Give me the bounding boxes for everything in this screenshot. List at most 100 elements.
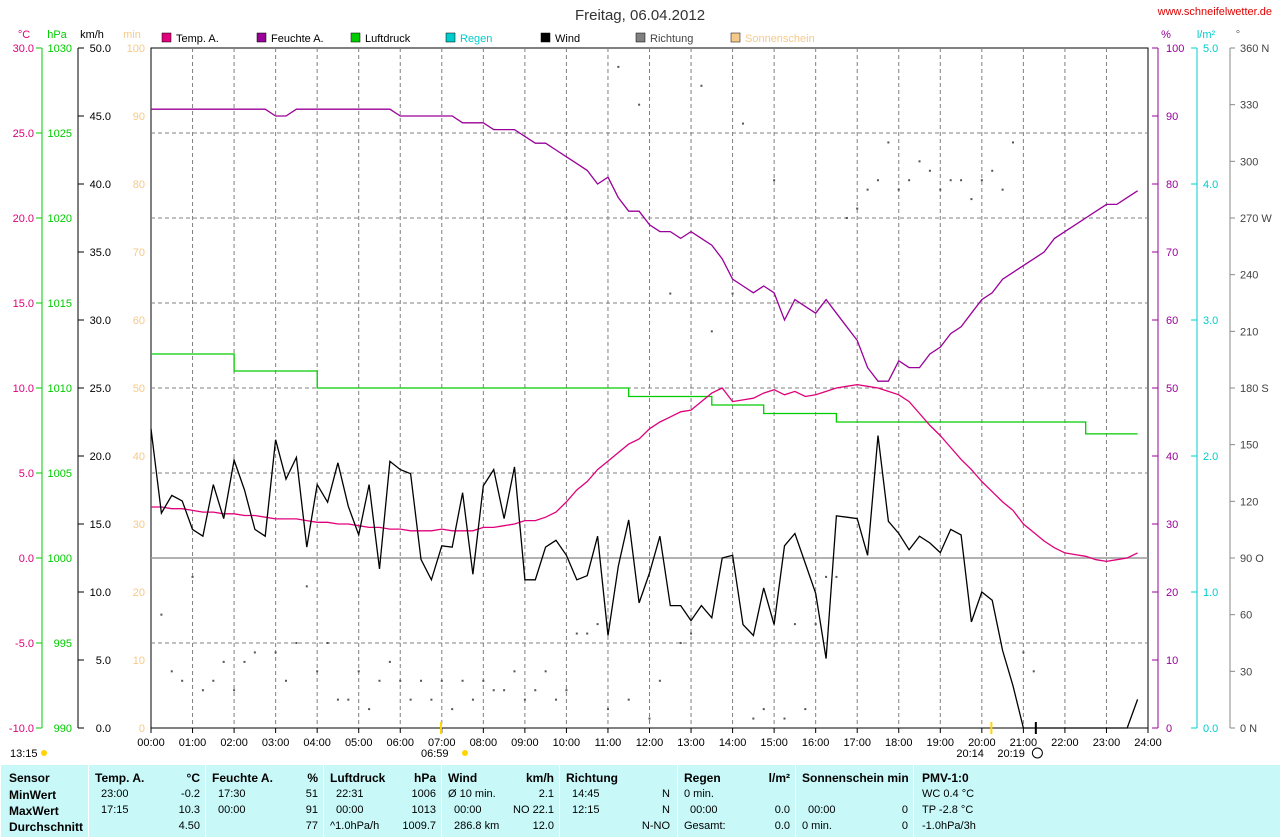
- stats-col-pressure: Luftdruck hPa 22:31 00:00 ^1.0hPa/h 1006…: [323, 765, 442, 837]
- pmv-pressure-trend: -1.0hPa/3h: [922, 820, 976, 832]
- legend-label: Feuchte A.: [271, 33, 324, 45]
- humidity-tick: 10: [1166, 655, 1178, 667]
- direction-point: [181, 679, 184, 682]
- temp-tick: 15.0: [13, 298, 34, 310]
- direction-point: [295, 642, 298, 644]
- time-tick: 15:00: [760, 737, 788, 749]
- sun-tick: 20: [133, 587, 145, 599]
- stats-header-wind: Wind: [448, 771, 478, 785]
- direction-point: [939, 188, 942, 191]
- axis-units: °C hPa km/h min% l/m² °: [18, 29, 1240, 41]
- temp-unit: °C: [18, 29, 30, 41]
- temp-avg-val: 4.50: [178, 820, 200, 832]
- pressure-tick: 1020: [48, 213, 72, 225]
- legend-label: Richtung: [650, 33, 693, 45]
- time-tick: 12:00: [636, 737, 664, 749]
- press-trend: ^1.0hPa/h: [330, 820, 380, 832]
- temp-tick: -10.0: [9, 723, 34, 735]
- legend-swatch: [635, 32, 646, 43]
- direction-point: [336, 698, 339, 701]
- wind-distance: 286.8 km: [454, 820, 500, 832]
- sun-tick: 70: [133, 247, 145, 259]
- direction-point: [440, 679, 443, 682]
- direction-point: [222, 660, 225, 663]
- direction-point: [606, 708, 609, 711]
- direction-point: [887, 141, 890, 144]
- direction-point: [866, 188, 869, 191]
- direction-point: [285, 679, 288, 682]
- direction-point: [451, 708, 454, 711]
- direction-point: [160, 613, 163, 616]
- direction-point: [845, 217, 848, 219]
- temp-tick: 10.0: [13, 383, 34, 395]
- direction-point: [399, 679, 402, 682]
- annotations: 13:15 06:59 20:14 20:19: [10, 722, 1043, 760]
- pressure-tick: 1025: [48, 128, 72, 140]
- sun-total-label: 0 min.: [802, 820, 832, 832]
- time-tick: 10:00: [553, 737, 581, 749]
- stats-col-direction: Richtung 14:45 12:15 N N N-NO: [559, 765, 678, 837]
- legend-swatch: [161, 32, 172, 43]
- temp-tick: -5.0: [15, 638, 34, 650]
- direction-point: [544, 670, 547, 673]
- moon-icon: [1031, 747, 1043, 759]
- humidity-tick: 60: [1166, 315, 1178, 327]
- direction-point: [970, 198, 973, 201]
- sunset-label: 20:14: [956, 748, 984, 760]
- sun-unit: min: [123, 29, 141, 41]
- press-min-val: 1006: [411, 788, 436, 800]
- direction-point: [492, 689, 495, 692]
- direction-point: [669, 292, 672, 295]
- legend-swatch: [540, 32, 551, 43]
- wind-tick: 40.0: [90, 179, 111, 191]
- pressure-tick: 1010: [48, 383, 72, 395]
- humidity-tick: 70: [1166, 247, 1178, 259]
- wind-tick: 20.0: [90, 451, 111, 463]
- rain-total-val: 0.0: [774, 820, 790, 832]
- rain-tick: 1.0: [1203, 587, 1218, 599]
- series: [150, 65, 1139, 729]
- humidity-tick: 20: [1166, 587, 1178, 599]
- temp-tick: 0.0: [19, 553, 34, 565]
- pressure-tick: 990: [54, 723, 72, 735]
- direction-point: [170, 670, 173, 673]
- time-tick: 05:00: [345, 737, 373, 749]
- right-axes: 10090807060504030201005.04.03.02.01.00.0…: [1152, 43, 1272, 735]
- time-tick: 11:00: [595, 737, 622, 749]
- humidity-tick: 40: [1166, 451, 1178, 463]
- stats-col-wind: Wind km/h Ø 10 min. 00:00 286.8 km 2.1 N…: [441, 765, 560, 837]
- direction-point: [565, 689, 568, 692]
- direction-point: [368, 708, 371, 711]
- direction-point: [731, 292, 734, 295]
- pressure-tick: 995: [54, 638, 72, 650]
- hum-avg-val: 77: [305, 820, 318, 832]
- direction-point: [388, 660, 391, 663]
- direction-point: [679, 642, 682, 644]
- wind-unit: km/h: [80, 29, 104, 41]
- direction-point: [555, 698, 558, 701]
- temp-tick: 25.0: [13, 128, 34, 140]
- direction-point: [316, 670, 319, 673]
- dir-min-time: 14:45: [572, 788, 600, 800]
- stats-row-min: MinWert: [9, 788, 57, 802]
- time-tick: 00:00: [137, 737, 165, 749]
- rain-duration: 0 min.: [684, 788, 714, 800]
- direction-point: [928, 169, 931, 172]
- time-tick: 17:00: [843, 737, 871, 749]
- rain-tick: 4.0: [1203, 179, 1218, 191]
- direction-point: [627, 698, 630, 701]
- temp-tick: 5.0: [19, 468, 34, 480]
- stats-unit-temp: °C: [186, 771, 200, 785]
- humidity-tick: 100: [1166, 43, 1184, 55]
- time-tick: 06:00: [386, 737, 414, 749]
- direction-point: [658, 679, 661, 682]
- direction-point: [191, 575, 194, 578]
- stats-header-pressure: Luftdruck: [330, 771, 386, 785]
- legend-label: Temp. A.: [176, 33, 219, 45]
- stats-header-rain: Regen: [684, 771, 721, 785]
- direction-point: [1032, 670, 1035, 673]
- direction-point: [710, 330, 713, 333]
- direction-tick: 300: [1240, 156, 1258, 168]
- direction-point: [638, 103, 641, 106]
- direction-point: [793, 623, 796, 626]
